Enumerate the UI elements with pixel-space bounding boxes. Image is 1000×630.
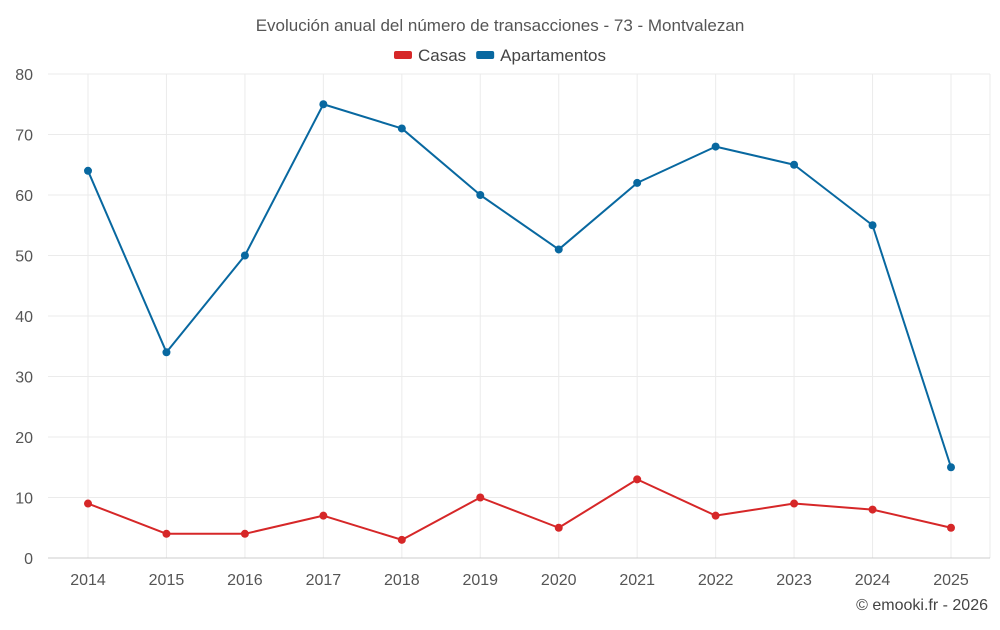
data-point-apartamentos[interactable]: [162, 348, 171, 357]
y-axis: 0 10 20 30 40 50 60 70 80: [15, 67, 33, 568]
x-tick-label: 2025: [933, 572, 969, 589]
y-tick-label: 80: [15, 67, 33, 84]
x-tick-label: 2021: [619, 572, 655, 589]
data-point-apartamentos[interactable]: [947, 463, 955, 472]
data-point-casas[interactable]: [162, 529, 171, 538]
data-point-apartamentos[interactable]: [554, 245, 563, 254]
data-point-casas[interactable]: [947, 523, 955, 532]
y-tick-label: 70: [15, 128, 33, 145]
legend-swatch-casas[interactable]: [393, 51, 412, 59]
y-tick-label: 10: [15, 491, 33, 508]
data-point-apartamentos[interactable]: [633, 178, 642, 187]
x-tick-label: 2022: [698, 572, 734, 589]
data-point-casas[interactable]: [711, 511, 720, 520]
data-point-apartamentos[interactable]: [397, 124, 406, 133]
data-point-casas[interactable]: [790, 499, 799, 508]
data-point-casas[interactable]: [868, 505, 877, 514]
x-tick-label: 2014: [70, 572, 106, 589]
series-line-casas: [87, 478, 952, 541]
x-tick-label: 2017: [306, 572, 342, 589]
x-tick-label: 2019: [462, 572, 498, 589]
x-tick-label: 2018: [384, 572, 420, 589]
x-tick-label: 2016: [227, 572, 263, 589]
data-point-apartamentos[interactable]: [711, 142, 720, 151]
grid-lines: [48, 73, 991, 559]
data-point-apartamentos[interactable]: [240, 251, 249, 260]
data-point-apartamentos[interactable]: [476, 191, 485, 199]
y-tick-label: 40: [15, 309, 33, 326]
credit-text: © emooki.fr - 2026: [856, 597, 988, 614]
series-line-apartamentos: [87, 103, 952, 468]
y-tick-label: 60: [15, 188, 33, 205]
legend-label-casas[interactable]: Casas: [418, 46, 466, 65]
data-point-casas[interactable]: [554, 523, 563, 532]
series-group: [84, 100, 955, 544]
x-tick-label: 2023: [776, 572, 812, 589]
x-axis: 2014 2015 2016 2017 2018 2019 2020 2021 2022 2023…: [70, 572, 969, 589]
x-tick-label: 2015: [149, 572, 185, 589]
data-point-casas[interactable]: [84, 499, 92, 508]
y-tick-label: 0: [24, 551, 33, 568]
data-point-apartamentos[interactable]: [84, 166, 92, 175]
y-tick-label: 20: [15, 430, 33, 447]
data-point-apartamentos[interactable]: [790, 160, 799, 169]
x-tick-label: 2020: [541, 572, 577, 589]
data-point-casas[interactable]: [476, 493, 485, 502]
data-point-casas[interactable]: [633, 475, 642, 484]
legend-label-apartamentos[interactable]: Apartamentos: [500, 46, 606, 65]
y-tick-label: 50: [15, 249, 33, 266]
chart-title: Evolución anual del número de transaccio…: [256, 16, 745, 35]
data-point-casas[interactable]: [319, 511, 328, 520]
data-point-casas[interactable]: [240, 529, 249, 538]
legend: Casas Apartamentos: [393, 46, 606, 65]
x-tick-label: 2024: [855, 572, 891, 589]
data-point-apartamentos[interactable]: [319, 100, 328, 109]
data-point-casas[interactable]: [397, 535, 406, 544]
legend-swatch-apartamentos[interactable]: [476, 51, 495, 59]
data-point-apartamentos[interactable]: [868, 221, 877, 230]
y-tick-label: 30: [15, 370, 33, 387]
